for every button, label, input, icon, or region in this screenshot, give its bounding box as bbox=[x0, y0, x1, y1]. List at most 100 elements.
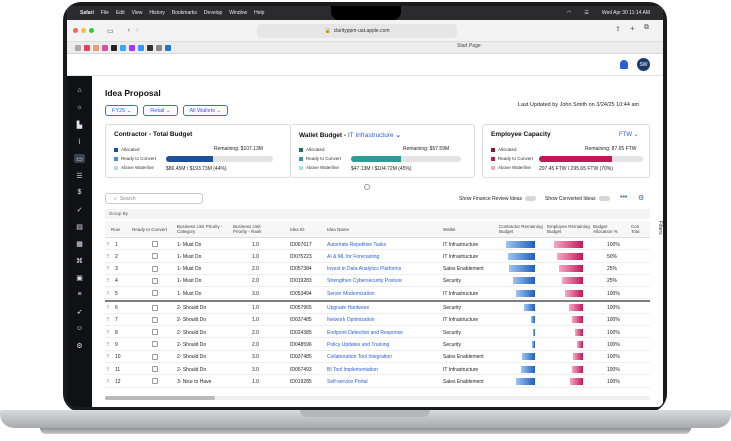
wallet-selector[interactable]: IT Infrastructure bbox=[347, 132, 394, 139]
favorite-icon[interactable] bbox=[120, 44, 126, 51]
launch-icon[interactable]: ➶ bbox=[76, 308, 83, 316]
drag-handle-icon[interactable]: ⠿ bbox=[106, 278, 110, 285]
col-rank[interactable]: Business Unit Priority - Rank bbox=[233, 224, 262, 234]
drag-handle-icon[interactable]: ⠿ bbox=[106, 290, 110, 297]
more-options-icon[interactable]: ••• bbox=[620, 194, 628, 201]
idea-name-link[interactable]: AI & ML for Forecasting bbox=[327, 253, 380, 260]
search-input[interactable]: ⌕ Search bbox=[105, 193, 203, 204]
start-page-tab[interactable]: Start Page bbox=[457, 43, 481, 49]
favorite-icon[interactable] bbox=[156, 44, 162, 51]
drag-handle-icon[interactable]: ⠿ bbox=[106, 366, 110, 373]
zoom-window-button[interactable] bbox=[89, 28, 94, 33]
idea-proposal-icon[interactable]: ▭ bbox=[74, 154, 85, 163]
col-contractor[interactable]: Contractor Remaining Budget bbox=[499, 224, 543, 234]
col-row[interactable]: Row bbox=[111, 227, 121, 232]
ready-to-convert-checkbox[interactable] bbox=[152, 316, 158, 323]
idea-name-link[interactable]: Endpoint Detection and Response bbox=[327, 329, 403, 336]
idea-name-link[interactable]: Invest in Data Analytics Platforms bbox=[327, 266, 402, 273]
ready-to-convert-checkbox[interactable] bbox=[152, 253, 158, 260]
table-row[interactable]: ⠿ 5 1- Must Do 3.0 ID053494 Server Modernizat… bbox=[105, 287, 650, 300]
menu-window[interactable]: Window bbox=[229, 10, 248, 16]
factory-icon[interactable]: ▙ bbox=[76, 121, 83, 129]
drag-handle-icon[interactable]: ⠿ bbox=[106, 266, 110, 273]
drag-handle-icon[interactable]: ⠿ bbox=[106, 241, 110, 248]
resize-handle[interactable] bbox=[364, 184, 370, 190]
col-idea-name[interactable]: Idea Name bbox=[327, 227, 350, 232]
table-row[interactable]: ⠿ 3 1- Must Do 2.0 ID057384 Invest in Data An… bbox=[105, 263, 650, 275]
menu-file[interactable]: File bbox=[100, 10, 109, 16]
new-tab-icon[interactable]: + bbox=[630, 24, 635, 33]
favorite-icon[interactable] bbox=[93, 44, 99, 51]
menu-history[interactable]: History bbox=[149, 10, 165, 16]
menu-view[interactable]: View bbox=[131, 10, 143, 16]
ready-to-convert-checkbox[interactable] bbox=[152, 265, 158, 272]
idea-name-link[interactable]: Self-service Portal bbox=[327, 378, 368, 385]
idea-name-link[interactable]: BI Tool Implementation bbox=[327, 366, 378, 373]
favorite-icon[interactable] bbox=[165, 44, 171, 51]
analytics-icon[interactable]: ⌇ bbox=[77, 138, 82, 146]
table-row[interactable]: ⠿ 2 1- Must Do 1.0 ID075223 AI & ML for Forec… bbox=[105, 250, 650, 263]
ready-to-convert-checkbox[interactable] bbox=[152, 341, 158, 348]
drag-handle-icon[interactable]: ⠿ bbox=[106, 305, 110, 311]
idea-name-link[interactable]: Collaboration Tool Integration bbox=[327, 354, 392, 361]
ready-to-convert-checkbox[interactable] bbox=[152, 378, 158, 385]
docs-icon[interactable]: ▦ bbox=[76, 240, 83, 248]
ready-to-convert-checkbox[interactable] bbox=[152, 304, 158, 311]
calendar-icon[interactable]: ▣ bbox=[76, 274, 83, 282]
menu-edit[interactable]: Edit bbox=[115, 10, 125, 16]
budget-icon[interactable]: $ bbox=[77, 189, 82, 196]
col-ready[interactable]: Ready to Convert bbox=[132, 227, 168, 232]
col-category[interactable]: Business Unit Priority - Category bbox=[177, 224, 223, 234]
toggle-switch[interactable] bbox=[598, 196, 610, 202]
table-row[interactable]: ⠿ 8 2- Should Do 2.0 ID024385 Endpoint Detect… bbox=[105, 326, 650, 339]
address-bar[interactable]: 🔒 clarityppm-uat.apple.com bbox=[257, 24, 457, 38]
drag-handle-icon[interactable]: ⠿ bbox=[106, 253, 110, 260]
back-icon[interactable]: ‹ bbox=[127, 27, 130, 34]
ready-to-convert-checkbox[interactable] bbox=[152, 366, 158, 372]
share-icon[interactable]: ⇪ bbox=[615, 26, 621, 33]
col-wallet[interactable]: Wallet bbox=[443, 227, 456, 232]
col-idea-id[interactable]: Idea ID bbox=[290, 227, 305, 232]
fiscal-year-filter[interactable]: FY25 ⌄ bbox=[105, 105, 139, 116]
reports-icon[interactable]: ▤ bbox=[76, 223, 83, 231]
ready-to-convert-checkbox[interactable] bbox=[152, 329, 158, 336]
col-employee[interactable]: Employee Remaining Budget bbox=[547, 224, 590, 234]
settings-icon[interactable]: ⚙ bbox=[76, 342, 83, 350]
favorite-icon[interactable] bbox=[147, 44, 153, 51]
table-row[interactable]: ⠿ 4 1- Must Do 2.0 ID019283 Strengthen Cybers… bbox=[105, 275, 650, 288]
favorite-icon[interactable] bbox=[75, 44, 81, 51]
group-by-bar[interactable]: Group By bbox=[105, 209, 650, 219]
favorite-icon[interactable] bbox=[102, 44, 108, 51]
ready-to-convert-checkbox[interactable] bbox=[152, 290, 158, 297]
idea-name-link[interactable]: Upgrade Hardware bbox=[327, 305, 370, 311]
tasks-icon[interactable]: ✓ bbox=[76, 206, 83, 214]
list-icon[interactable]: ☰ bbox=[76, 172, 83, 180]
minimize-window-button[interactable] bbox=[81, 28, 86, 33]
settings-icon[interactable]: ⚙ bbox=[638, 195, 645, 202]
table-row[interactable]: ⠿ 7 2- Should Do 1.0 ID037485 Network Optimiz… bbox=[105, 314, 650, 327]
drag-handle-icon[interactable]: ⠿ bbox=[106, 341, 110, 348]
menu-develop[interactable]: Develop bbox=[203, 10, 223, 16]
col-con-total[interactable]: Con Tota bbox=[631, 224, 640, 234]
forward-icon[interactable]: › bbox=[135, 27, 139, 34]
horizontal-scrollbar[interactable] bbox=[105, 396, 650, 400]
unit-selector[interactable]: FTW ⌄ bbox=[619, 131, 639, 138]
menu-help[interactable]: Help bbox=[254, 10, 265, 16]
ready-to-convert-checkbox[interactable] bbox=[152, 241, 158, 247]
avatar[interactable]: SW bbox=[637, 58, 650, 71]
favorite-icon[interactable] bbox=[84, 44, 90, 51]
table-row[interactable]: ⠿ 9 2- Should Do 2.0 ID048596 Policy Updates … bbox=[105, 338, 650, 351]
idea-name-link[interactable]: Automate Repetitive Tasks bbox=[327, 241, 387, 248]
converted-ideas-toggle[interactable]: Show Converted Ideas bbox=[545, 196, 610, 202]
drag-handle-icon[interactable]: ⠿ bbox=[106, 378, 110, 385]
favorite-icon[interactable] bbox=[129, 44, 135, 51]
favorite-icon[interactable] bbox=[111, 44, 117, 51]
menubar-clock[interactable]: Wed Apr 30 11:14 AM bbox=[601, 10, 650, 16]
sidebar-toggle-icon[interactable]: ▭ bbox=[107, 27, 114, 35]
finance-review-toggle[interactable]: Show Finance Review Ideas bbox=[459, 196, 537, 202]
drag-handle-icon[interactable]: ⠿ bbox=[106, 329, 110, 336]
table-row[interactable]: ⠿ 6 2- Should Do 1.0 ID057965 Upgrade Hardwar… bbox=[105, 302, 650, 314]
waterline-divider[interactable] bbox=[105, 299, 650, 302]
table-row[interactable]: ⠿ 11 2- Should Do 3.0 ID057493 BI Tool Implem… bbox=[105, 363, 650, 376]
idea-name-link[interactable]: Server Modernization bbox=[327, 290, 375, 297]
